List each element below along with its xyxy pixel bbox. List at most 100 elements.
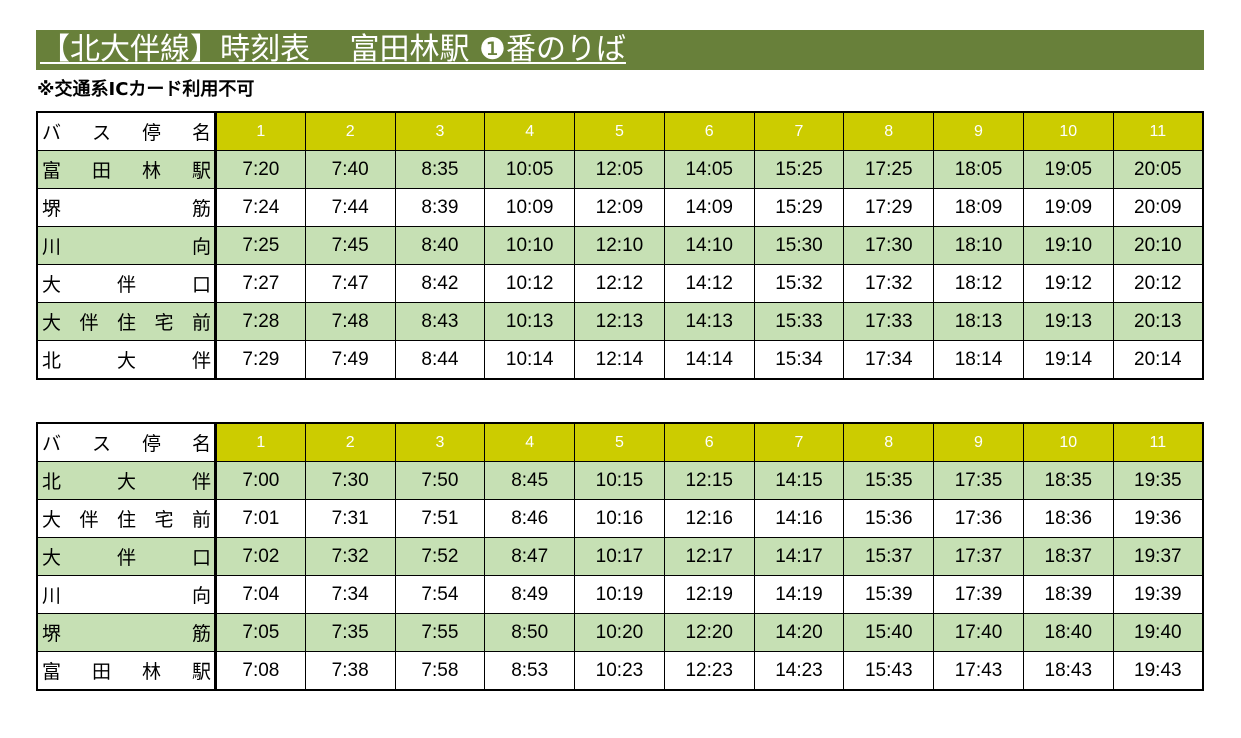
departure-time: 7:38 [304,651,396,691]
departure-time: 8:42 [394,264,486,303]
table-row: 川向 7:25 7:45 8:40 10:10 12:10 14:10 15:30 17:30 1… [36,226,1204,265]
departure-time: 7:40 [304,150,396,189]
stop-name-char: 林 [141,160,161,182]
trip-number: 8 [843,422,935,462]
departure-time: 10:17 [574,537,665,576]
departure-time: 17:25 [843,150,935,189]
stop-name: 大伴口 [38,543,214,570]
trip-number: 5 [574,422,665,462]
departure-time: 7:25 [215,226,306,265]
departure-time: 18:10 [933,226,1024,265]
departure-time: 14:13 [663,302,755,341]
stop-name-char: 宅 [154,312,174,334]
departure-time: 8:45 [484,461,576,500]
table-row: 堺筋 7:24 7:44 8:39 10:09 12:09 14:09 15:29 17:29 1… [36,188,1204,227]
stop-name: 富田林駅 [38,657,214,684]
departure-time: 10:09 [484,188,576,227]
stop-name-cell: バス停名 [36,111,217,151]
timetable-return: バス停名 1 2 3 4 5 6 7 8 9 10 11 北大伴 7:00 7:30 7:50 8:45 10:1… [36,422,1204,691]
departure-time: 15:43 [843,651,935,691]
stop-name-char: 前 [191,312,211,334]
trip-number: 2 [304,422,396,462]
departure-time: 12:12 [574,264,665,303]
stop-name: 堺筋 [38,194,214,221]
departure-time: 15:34 [753,340,845,380]
departure-time: 14:10 [663,226,755,265]
trip-number: 9 [933,111,1024,151]
departure-time: 17:39 [933,575,1024,614]
departure-time: 7:29 [215,340,306,380]
departure-time: 10:12 [484,264,576,303]
departure-time: 7:20 [215,150,306,189]
stop-name-char: 大 [42,509,62,531]
table-row: 大伴住宅前 7:28 7:48 8:43 10:13 12:13 14:13 15:33 17:… [36,302,1204,341]
stop-name-cell: 川向 [36,226,217,265]
departure-time: 7:35 [304,613,396,652]
stop-name-char: 田 [91,160,111,182]
table-row: 大 伴 口 7:27 7:47 8:42 10:12 12:12 14:12 15:32 17:32… [36,264,1204,303]
stop-name-char: 大 [116,471,136,493]
departure-time: 18:35 [1022,461,1114,500]
stop-name-char: 富 [42,160,62,182]
departure-time: 14:19 [753,575,845,614]
departure-time: 7:51 [394,499,486,538]
stop-name-char: 伴 [116,547,136,569]
trip-number: 4 [484,111,576,151]
departure-time: 12:10 [574,226,665,265]
stop-name: 大伴住宅前 [38,505,214,532]
departure-time: 7:44 [304,188,396,227]
table-row: 北 大 伴 7:29 7:49 8:44 10:14 12:14 14:14 15:34 17:34… [36,340,1204,380]
stop-name-cell: 北大伴 [36,461,217,500]
departure-time: 14:23 [753,651,845,691]
departure-time: 7:31 [304,499,396,538]
trip-number: 7 [753,111,845,151]
departure-time: 17:40 [933,613,1024,652]
departure-time: 12:16 [663,499,755,538]
departure-time: 18:40 [1022,613,1114,652]
departure-time: 14:14 [663,340,755,380]
stop-name-char: ス [91,433,111,455]
stop-name-cell: 大伴住宅前 [36,302,217,341]
stop-name-char: 停 [141,122,161,144]
stop-name-char: 宅 [154,509,174,531]
departure-time: 19:37 [1112,537,1204,576]
stop-name-char: 駅 [191,661,211,683]
stop-name-char: 伴 [191,350,211,372]
departure-time: 7:02 [215,537,306,576]
stop-name: 北大伴 [38,467,214,494]
departure-time: 15:33 [753,302,845,341]
stop-name-char: 大 [116,350,136,372]
stop-name-char: 名 [191,433,211,455]
departure-time: 12:05 [574,150,665,189]
departure-time: 7:28 [215,302,306,341]
departure-time: 18:13 [933,302,1024,341]
departure-time: 19:36 [1112,499,1204,538]
departure-time: 20:10 [1112,226,1204,265]
stop-name-char: 大 [42,312,62,334]
departure-time: 19:39 [1112,575,1204,614]
trip-number: 3 [394,111,486,151]
departure-time: 17:35 [933,461,1024,500]
stop-name-char: 駅 [191,160,211,182]
departure-time: 7:27 [215,264,306,303]
departure-time: 14:15 [753,461,845,500]
departure-time: 10:19 [574,575,665,614]
departure-time: 15:36 [843,499,935,538]
departure-time: 8:43 [394,302,486,341]
departure-time: 8:46 [484,499,576,538]
trip-number: 10 [1022,111,1114,151]
stop-name-char: 住 [116,509,136,531]
departure-time: 18:05 [933,150,1024,189]
departure-time: 17:30 [843,226,935,265]
stop-name-cell: 富田林駅 [36,651,217,691]
departure-time: 17:32 [843,264,935,303]
departure-time: 8:53 [484,651,576,691]
stop-name: 北大伴 [38,346,214,373]
departure-time: 19:13 [1022,302,1114,341]
departure-time: 19:09 [1022,188,1114,227]
stop-name-cell: バス停名 [36,422,217,462]
departure-time: 10:20 [574,613,665,652]
departure-time: 7:49 [304,340,396,380]
trip-number: 11 [1112,111,1204,151]
departure-time: 12:20 [663,613,755,652]
